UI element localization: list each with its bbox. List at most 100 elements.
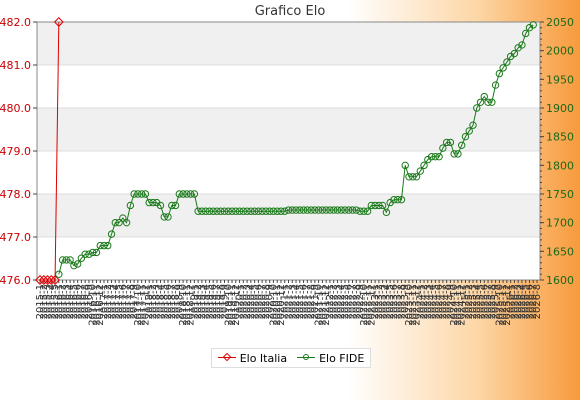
data-point-elo-fide bbox=[375, 201, 383, 210]
x-axis-tick-label: 2020-2 bbox=[238, 284, 249, 319]
data-point-elo-fide bbox=[446, 138, 455, 147]
x-axis-tick-label: 2023-10 bbox=[404, 284, 415, 326]
x-axis-tick-label: 2023-4 bbox=[381, 284, 392, 319]
x-axis-tick-label: 2024-3 bbox=[423, 284, 434, 319]
x-axis-tick-label: 2018-2 bbox=[148, 284, 159, 319]
x-axis-tick-label: 2021-9 bbox=[310, 284, 321, 319]
x-axis-tick-label: 2016-7 bbox=[76, 284, 87, 319]
data-point-elo-fide bbox=[220, 207, 229, 215]
x-axis-tick-label: 2025-8 bbox=[487, 284, 498, 319]
data-point-elo-fide bbox=[183, 190, 191, 198]
x-axis-tick-label: 2024-8 bbox=[442, 284, 453, 319]
x-axis-tick-label: 2025-9 bbox=[491, 284, 502, 319]
x-axis-tick-label: 2017-8 bbox=[125, 284, 136, 319]
grid-band bbox=[37, 22, 540, 65]
x-axis-tick-label: 2021-11 bbox=[317, 284, 328, 326]
data-point-elo-fide bbox=[130, 190, 138, 198]
data-point-elo-fide bbox=[213, 207, 221, 215]
data-point-elo-fide bbox=[265, 207, 274, 215]
data-point-elo-fide bbox=[81, 250, 89, 258]
data-point-elo-fide bbox=[66, 256, 74, 264]
chart-title: Grafico Elo bbox=[254, 4, 326, 19]
data-point-elo-fide bbox=[503, 58, 511, 66]
x-axis-tick-label: 2024-4 bbox=[427, 284, 438, 319]
data-point-elo-fide bbox=[217, 207, 225, 215]
data-point-elo-fide bbox=[367, 201, 376, 210]
grid-band bbox=[37, 108, 540, 151]
x-axis-tick-label: 2019-5 bbox=[204, 284, 215, 319]
data-point-elo-fide bbox=[55, 270, 63, 278]
x-axis-tick-label: 2022-10 bbox=[359, 284, 370, 326]
data-point-elo-fide bbox=[92, 248, 101, 257]
x-axis-tick-label: 2024-5 bbox=[430, 284, 441, 319]
x-axis-tick-label: 2026-1 bbox=[506, 284, 517, 319]
x-axis-tick-label: 2023-6 bbox=[389, 284, 400, 319]
x-axis-tick-label: 2023-8 bbox=[396, 284, 407, 319]
x-axis-tick-label: 2023-2 bbox=[374, 284, 385, 319]
series-line-elo-fide bbox=[58, 24, 534, 275]
data-point-elo-fide bbox=[491, 81, 500, 89]
x-axis-tick-label: 2020-5 bbox=[250, 284, 261, 319]
x-axis-tick-label: 2025-5 bbox=[476, 284, 487, 319]
x-axis-tick-label: 2016-6 bbox=[73, 284, 84, 319]
x-axis-tick-label: 2021-6 bbox=[299, 284, 310, 319]
data-point-elo-fide bbox=[401, 161, 409, 170]
data-point-elo-fide bbox=[420, 161, 428, 170]
x-axis-tick-label: 2023-1 bbox=[370, 284, 381, 319]
x-axis-tick-label: 2024-12 bbox=[457, 284, 468, 326]
x-axis-tick-label: 2020-9 bbox=[265, 284, 276, 319]
x-axis-tick-label: 2021-10 bbox=[314, 284, 325, 326]
data-point-elo-fide bbox=[273, 207, 281, 215]
x-axis-tick-label: 2021-12 bbox=[321, 284, 332, 326]
data-point-elo-fide bbox=[341, 206, 349, 214]
data-point-elo-fide bbox=[435, 153, 443, 161]
x-axis-tick-label: 2018-4 bbox=[155, 284, 166, 319]
data-point-elo-fide bbox=[484, 98, 492, 106]
data-point-elo-fide bbox=[73, 260, 82, 268]
x-axis-tick-label: 2024-1 bbox=[415, 284, 426, 319]
x-axis-tick-label: 2019-6 bbox=[208, 284, 219, 319]
data-point-elo-fide bbox=[405, 173, 413, 181]
data-point-elo-fide bbox=[299, 206, 308, 214]
x-axis-tick-label: 2018-3 bbox=[152, 284, 163, 319]
data-point-elo-fide bbox=[329, 206, 338, 214]
right-axis-tick-label: 2050 bbox=[546, 16, 574, 29]
x-axis-tick-label: 2024-2 bbox=[419, 284, 430, 319]
x-axis-tick-label: 2015-2 bbox=[39, 284, 50, 319]
data-point-elo-fide bbox=[85, 250, 93, 258]
x-axis-tick-label: 2026-8 bbox=[532, 284, 543, 319]
x-axis-tick-label: 2015-5 bbox=[50, 284, 61, 319]
data-point-elo-fide bbox=[390, 196, 398, 204]
x-axis-tick-label: 2021-7 bbox=[302, 284, 313, 319]
left-axis-tick-label: 477.0 bbox=[0, 231, 31, 244]
data-point-elo-fide bbox=[168, 201, 176, 210]
data-point-elo-fide bbox=[171, 201, 180, 210]
data-point-elo-fide bbox=[70, 261, 78, 270]
data-point-elo-fide bbox=[284, 206, 293, 214]
x-axis-tick-label: 2018-12 bbox=[186, 284, 197, 326]
x-axis-tick-label: 2017-7 bbox=[122, 284, 133, 319]
x-axis-tick-label: 2016-4 bbox=[65, 284, 76, 319]
data-point-elo-fide bbox=[262, 207, 270, 215]
data-point-elo-fide bbox=[522, 29, 530, 38]
x-axis-tick-label: 2017-9 bbox=[129, 284, 140, 319]
x-axis-tick-label: 2017-5 bbox=[114, 284, 125, 319]
data-point-elo-fide bbox=[363, 207, 372, 215]
x-axis-tick-label: 2021-3 bbox=[287, 284, 298, 319]
data-point-elo-fide bbox=[416, 167, 424, 175]
x-axis-tick-label: 2021-5 bbox=[295, 284, 306, 319]
data-point-elo-fide bbox=[277, 207, 285, 215]
x-axis-tick-label: 2026-4 bbox=[517, 284, 528, 319]
data-point-elo-fide bbox=[439, 144, 447, 152]
right-axis-tick-label: 1900 bbox=[546, 102, 574, 115]
data-point-elo-fide bbox=[465, 127, 473, 135]
x-axis-tick-label: 2022-6 bbox=[344, 284, 355, 319]
x-axis-tick-label: 2019-10 bbox=[223, 284, 234, 326]
x-axis-tick-label: 2022-8 bbox=[351, 284, 362, 319]
data-point-elo-fide bbox=[205, 207, 214, 215]
x-axis-tick-label: 2022-5 bbox=[340, 284, 351, 319]
data-point-elo-fide bbox=[378, 201, 387, 210]
data-point-elo-fide bbox=[352, 206, 360, 214]
data-point-elo-fide bbox=[179, 190, 187, 198]
